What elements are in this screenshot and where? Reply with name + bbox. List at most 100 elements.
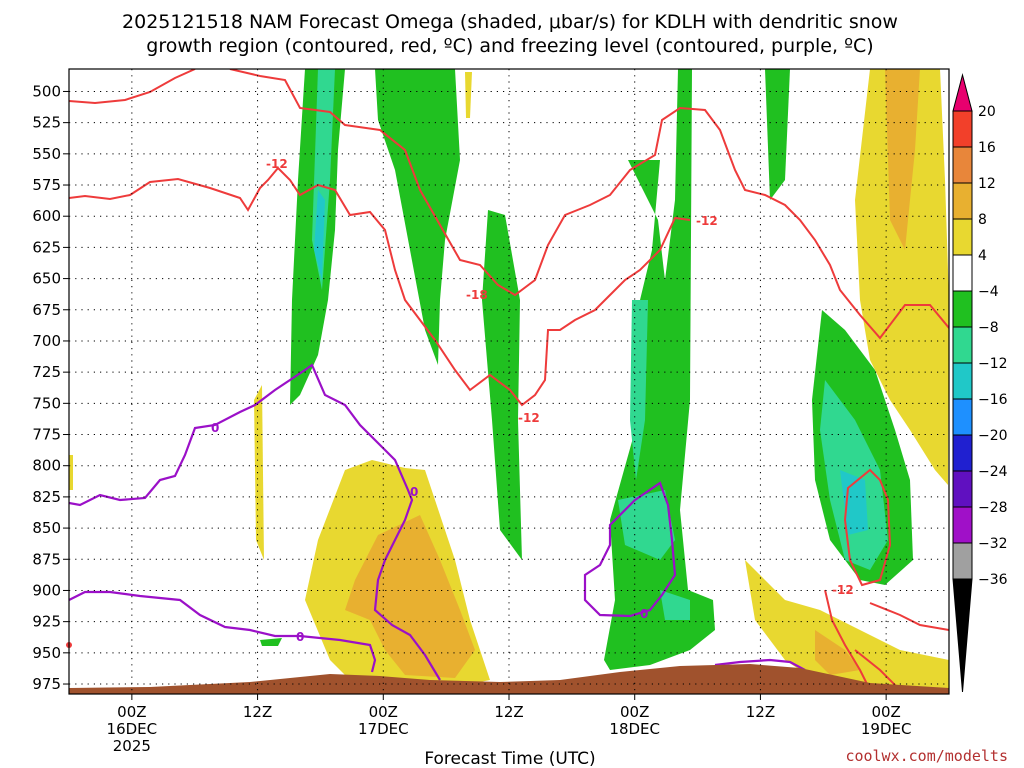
- colorbar-label: −8: [978, 320, 999, 336]
- freezing-contour-loop: [583, 481, 677, 618]
- x-tick-label: 12Z: [243, 703, 272, 721]
- sinking-orange: [345, 515, 475, 678]
- y-tick-label: 850: [32, 519, 61, 537]
- colorbar-swatch: [952, 506, 973, 544]
- dgz-label: -12: [518, 411, 540, 425]
- y-tick-label: 625: [32, 238, 61, 256]
- omega-shading-positive: [69, 69, 949, 690]
- dgz-contour-upper: [69, 69, 949, 340]
- x-tick-label: 19DEC: [861, 720, 912, 738]
- y-tick-label: 575: [32, 176, 61, 194]
- freezing-contour-lower: [69, 590, 377, 673]
- dgz-label: -18: [466, 288, 488, 302]
- omega-shading-strong: [314, 190, 868, 535]
- colorbar-swatch: [952, 110, 973, 148]
- colorbar-label: −36: [978, 572, 1008, 588]
- y-tick-label: 725: [32, 363, 61, 381]
- colorbar-label: −28: [978, 500, 1008, 516]
- sinking-yellow: [855, 69, 949, 485]
- freezing-contour-main: [69, 363, 441, 681]
- y-tick-label: 925: [32, 613, 61, 631]
- freezing-level-contours: [69, 363, 806, 681]
- colorbar-label: −4: [978, 284, 999, 300]
- chart-title-line2: growth region (contoured, red, ºC) and f…: [146, 35, 873, 57]
- x-tick-label: 12Z: [494, 703, 523, 721]
- y-tick-label: 975: [32, 675, 61, 693]
- y-tick-label: 750: [32, 394, 61, 412]
- x-tick-label: 2025: [113, 737, 151, 755]
- colorbar-label: −24: [978, 464, 1008, 480]
- sinking-yellow: [69, 455, 73, 490]
- omega-core: [618, 490, 675, 560]
- x-axis-title: Forecast Time (UTC): [424, 749, 595, 768]
- y-tick-label: 525: [32, 114, 61, 132]
- sinking-yellow: [745, 560, 949, 690]
- sinking-orange: [815, 630, 860, 675]
- gridlines: [69, 69, 949, 694]
- y-tick-label: 775: [32, 426, 61, 444]
- colorbar-swatch-top: [952, 73, 973, 112]
- colorbar-swatch: [952, 470, 973, 508]
- y-tick-label: 500: [32, 82, 61, 100]
- freezing-label: 0: [640, 607, 648, 621]
- y-tick-label: 800: [32, 457, 61, 475]
- colorbar-label: −20: [978, 428, 1008, 444]
- y-tick-label: 550: [32, 145, 61, 163]
- colorbar-swatch: [952, 434, 973, 472]
- dgz-label: -12: [696, 214, 718, 228]
- colorbar-label: −12: [978, 356, 1008, 372]
- y-tick-label: 700: [32, 332, 61, 350]
- dgz-label: -12: [832, 583, 854, 597]
- chart-title-line1: 2025121518 NAM Forecast Omega (shaded, μ…: [122, 11, 898, 33]
- y-tick-label: 600: [32, 207, 61, 225]
- colorbar-swatch: [952, 182, 973, 220]
- colorbar: 20 16 12 8 4 −4 −8 −12 −16 −20 −24 −28 −32 −36: [952, 73, 1008, 693]
- contour-labels: -12 -12 -18 -12 -12 0 0 0 0: [66, 157, 854, 648]
- freezing-contour-late: [714, 658, 806, 671]
- omega-band: [765, 69, 790, 200]
- colorbar-label: −16: [978, 392, 1008, 408]
- omega-core: [660, 590, 690, 620]
- dgz-contour-lower: [69, 166, 691, 407]
- terrain: [69, 664, 949, 694]
- dgz-contours: [69, 69, 949, 691]
- omega-band: [260, 638, 282, 646]
- x-tick-label: 17DEC: [358, 720, 409, 738]
- y-tick-label: 900: [32, 581, 61, 599]
- colorbar-swatch: [952, 218, 973, 256]
- colorbar-swatch: [952, 290, 973, 328]
- x-tick-label: 00Z: [117, 703, 146, 721]
- x-tick-label: 12Z: [746, 703, 775, 721]
- x-tick-label: 00Z: [871, 703, 900, 721]
- y-tick-label: 675: [32, 301, 61, 319]
- colorbar-label: −32: [978, 536, 1008, 552]
- colorbar-swatch: [952, 362, 973, 400]
- colorbar-label: 20: [978, 104, 996, 120]
- omega-strong-core: [314, 190, 325, 280]
- freezing-label: 0: [296, 630, 304, 644]
- y-axis: 500 525 550 575 600 625 650 675 700 725 750 775 800 8…: [32, 82, 69, 693]
- dgz-contour-cell: [843, 468, 892, 587]
- omega-core: [820, 380, 888, 570]
- y-tick-label: 950: [32, 644, 61, 662]
- x-tick-label: 00Z: [369, 703, 398, 721]
- colorbar-swatch: [952, 146, 973, 184]
- colorbar-swatch: [952, 326, 973, 364]
- colorbar-swatch-bottom: [952, 578, 973, 693]
- sinking-yellow: [254, 385, 264, 560]
- colorbar-label: 12: [978, 176, 996, 192]
- dgz-contour-southeast: [824, 589, 949, 691]
- x-tick-label: 00Z: [620, 703, 649, 721]
- sinking-orange: [885, 69, 920, 250]
- dgz-label: -12: [266, 157, 288, 171]
- omega-strong-core: [840, 470, 868, 535]
- freezing-label: 0: [410, 485, 418, 499]
- colorbar-label: 16: [978, 140, 996, 156]
- sinking-yellow: [465, 72, 472, 118]
- colorbar-swatch: [952, 398, 973, 436]
- colorbar-label: 8: [978, 212, 987, 228]
- freezing-label: 0: [211, 421, 219, 435]
- y-tick-label: 875: [32, 550, 61, 568]
